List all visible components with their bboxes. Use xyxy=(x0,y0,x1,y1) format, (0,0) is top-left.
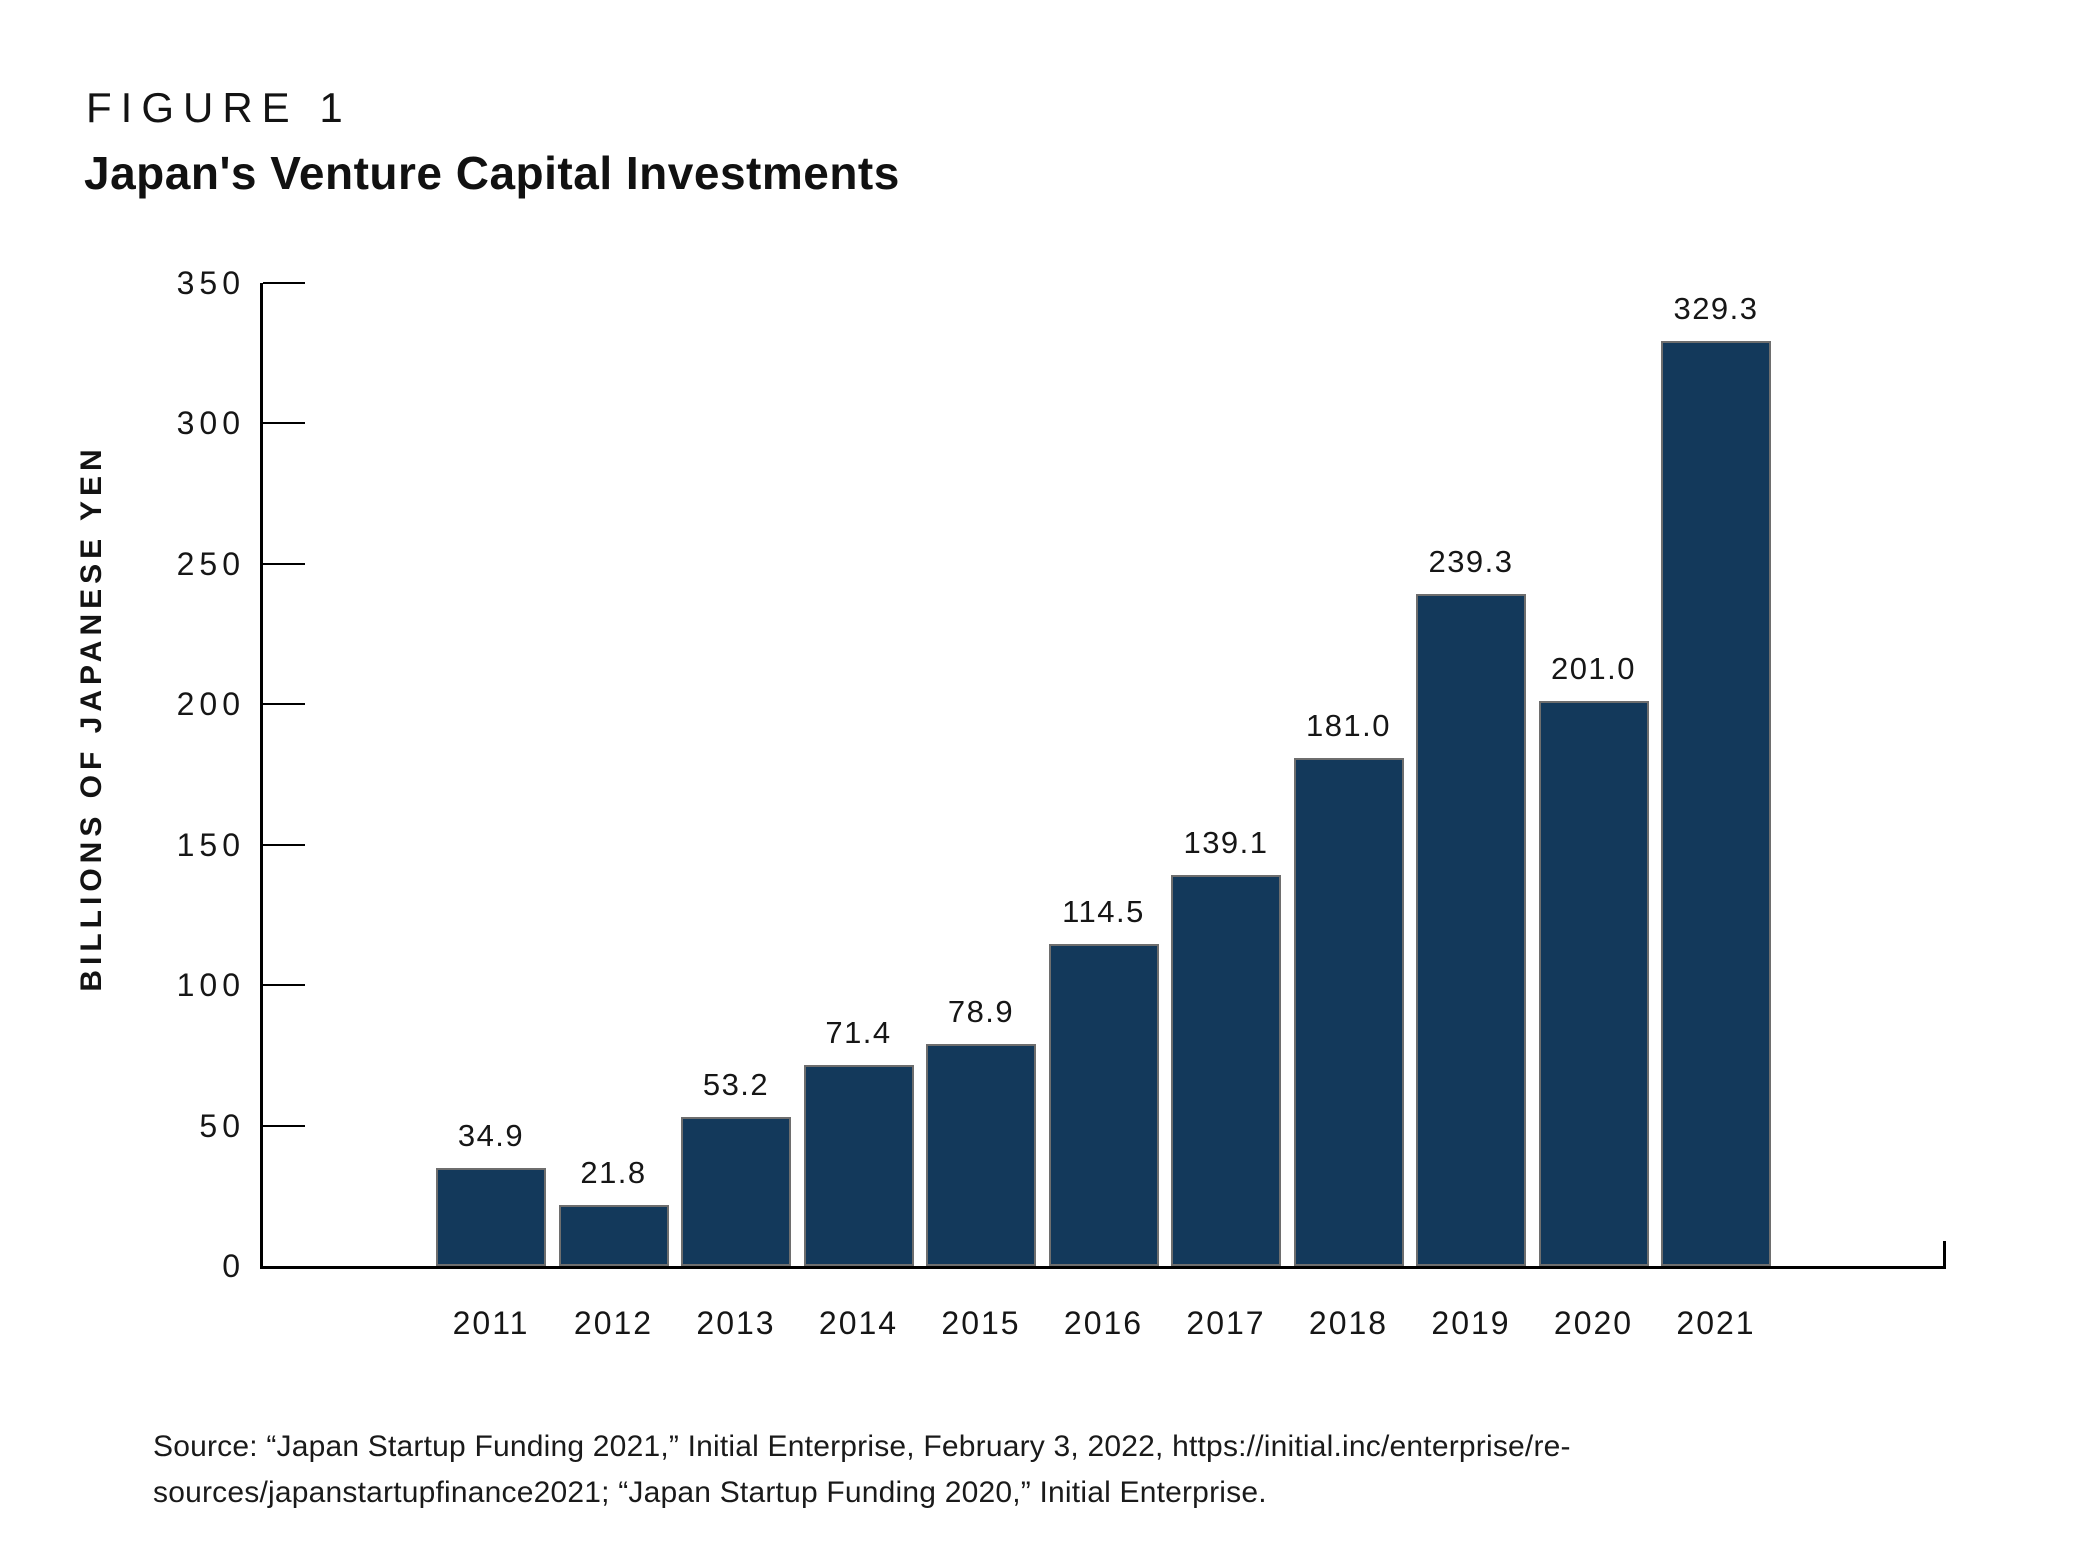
bar-value-label-2015: 78.9 xyxy=(947,994,1015,1030)
y-tick-label-200: 200 xyxy=(176,686,245,723)
x-tick-label-2020: 2020 xyxy=(1553,1305,1634,1341)
source-line-2: sources/japanstartupfinance2021; “Japan … xyxy=(153,1476,1267,1509)
bar-2016 xyxy=(1048,944,1159,1266)
x-tick-label-2017: 2017 xyxy=(1186,1305,1266,1341)
y-tick-100 xyxy=(263,984,305,987)
bar-value-label-2020: 201.0 xyxy=(1550,651,1637,687)
bar-2013 xyxy=(681,1116,791,1266)
y-tick-label-150: 150 xyxy=(176,826,245,863)
y-tick-250 xyxy=(263,562,305,565)
source-note: Source: “Japan Startup Funding 2021,” In… xyxy=(153,1424,1571,1516)
figure-number-label: FIGURE 1 xyxy=(86,84,352,131)
y-tick-label-100: 100 xyxy=(176,967,245,1004)
bar-value-label-2016: 114.5 xyxy=(1062,894,1145,930)
x-tick-label-2016: 2016 xyxy=(1063,1305,1144,1341)
y-tick-200 xyxy=(263,703,305,706)
x-tick-label-2014: 2014 xyxy=(818,1305,899,1341)
x-axis-end-tick xyxy=(1943,1241,1946,1266)
x-axis-line xyxy=(260,1266,1946,1269)
y-tick-label-350: 350 xyxy=(176,265,245,301)
bar-2020 xyxy=(1538,701,1649,1266)
x-tick-label-2015: 2015 xyxy=(941,1305,1021,1341)
x-tick-label-2012: 2012 xyxy=(573,1305,654,1341)
y-tick-300 xyxy=(263,422,305,425)
bar-2012 xyxy=(558,1204,669,1266)
bar-2017 xyxy=(1171,875,1281,1266)
figure-title: Japan's Venture Capital Investments xyxy=(84,147,900,199)
bar-value-label-2014: 71.4 xyxy=(825,1015,892,1051)
y-tick-label-300: 300 xyxy=(176,405,245,442)
source-line-1: Source: “Japan Startup Funding 2021,” In… xyxy=(153,1430,1571,1463)
x-tick-label-2021: 2021 xyxy=(1676,1305,1756,1341)
y-tick-label-0: 0 xyxy=(222,1248,245,1284)
y-tick-150 xyxy=(263,843,305,846)
y-tick-label-250: 250 xyxy=(176,545,245,582)
y-tick-350 xyxy=(263,282,305,284)
bar-value-label-2011: 34.9 xyxy=(457,1117,525,1153)
bar-value-label-2013: 53.2 xyxy=(702,1066,770,1102)
y-tick-50 xyxy=(263,1124,305,1127)
bar-value-label-2012: 21.8 xyxy=(580,1154,647,1190)
bar-2014 xyxy=(803,1065,914,1266)
bar-value-label-2017: 139.1 xyxy=(1183,825,1269,861)
x-tick-label-2018: 2018 xyxy=(1308,1305,1389,1341)
bar-2021 xyxy=(1661,341,1771,1266)
bar-value-label-2021: 329.3 xyxy=(1673,291,1759,327)
bar-2019 xyxy=(1416,593,1526,1266)
x-tick-label-2019: 2019 xyxy=(1431,1305,1511,1341)
x-tick-label-2011: 2011 xyxy=(452,1305,530,1341)
y-axis-line xyxy=(260,283,263,1269)
bar-2011 xyxy=(436,1167,546,1266)
bar-2018 xyxy=(1293,757,1404,1266)
y-tick-label-50: 50 xyxy=(199,1107,245,1144)
bar-2015 xyxy=(926,1044,1036,1266)
x-tick-label-2013: 2013 xyxy=(696,1305,776,1341)
bar-value-label-2018: 181.0 xyxy=(1305,707,1392,743)
bar-value-label-2019: 239.3 xyxy=(1428,543,1514,579)
